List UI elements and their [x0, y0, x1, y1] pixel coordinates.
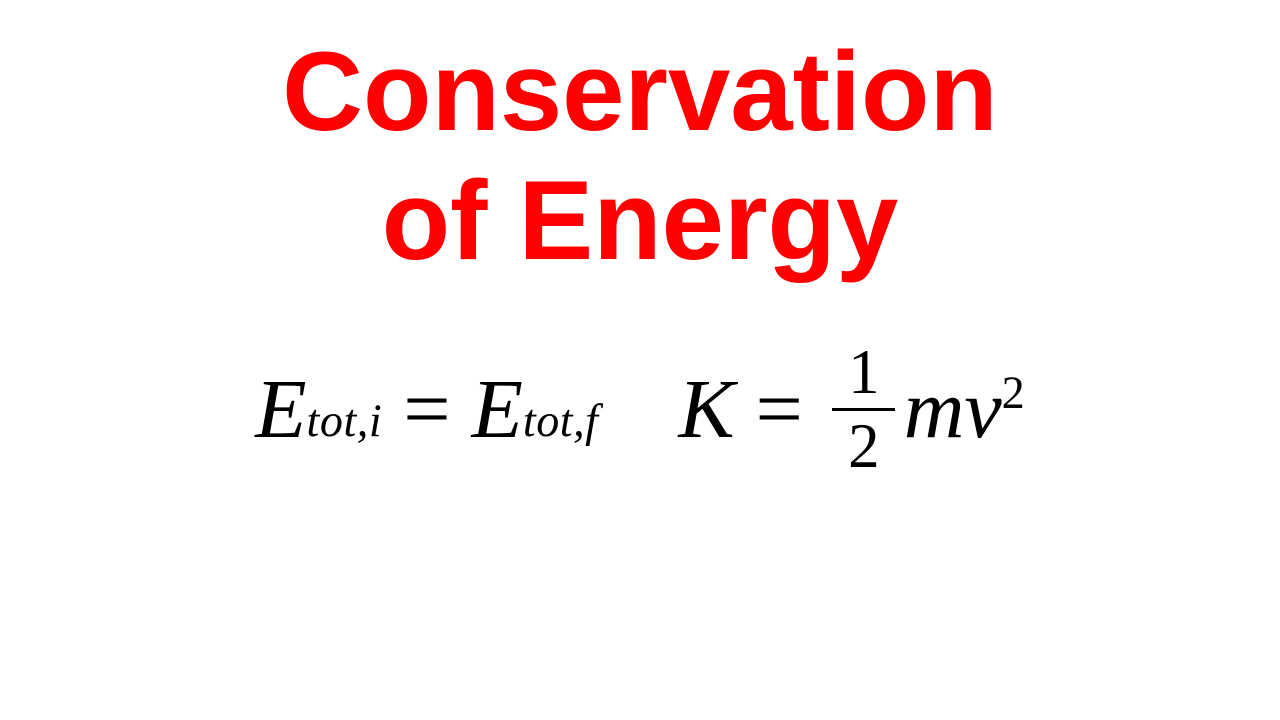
slide-container: Conservation of Energy Etot,i = Etot,f K…: [0, 0, 1280, 720]
subscript-tot-i: tot,i: [307, 394, 383, 447]
symbol-E-initial: E: [255, 361, 306, 458]
symbol-K: K: [679, 361, 735, 458]
title-line-2: of Energy: [282, 157, 998, 286]
superscript-2: 2: [1002, 366, 1025, 419]
equation-kinetic: K = 1 2 mv2: [679, 341, 1025, 478]
equals-sign-2: =: [756, 361, 803, 458]
symbol-m: m: [904, 361, 965, 458]
symbol-v: v: [964, 361, 1001, 458]
equals-sign-1: =: [403, 361, 450, 458]
symbol-E-final: E: [472, 361, 523, 458]
fraction-numerator: 1: [832, 341, 895, 404]
slide-title: Conservation of Energy: [282, 28, 998, 286]
title-line-1: Conservation: [282, 28, 998, 157]
fraction-one-half: 1 2: [832, 341, 895, 478]
fraction-denominator: 2: [832, 415, 895, 478]
subscript-tot-f: tot,f: [523, 394, 599, 447]
equation-row: Etot,i = Etot,f K = 1 2 mv2: [0, 341, 1280, 478]
equation-conservation: Etot,i = Etot,f: [255, 361, 598, 458]
